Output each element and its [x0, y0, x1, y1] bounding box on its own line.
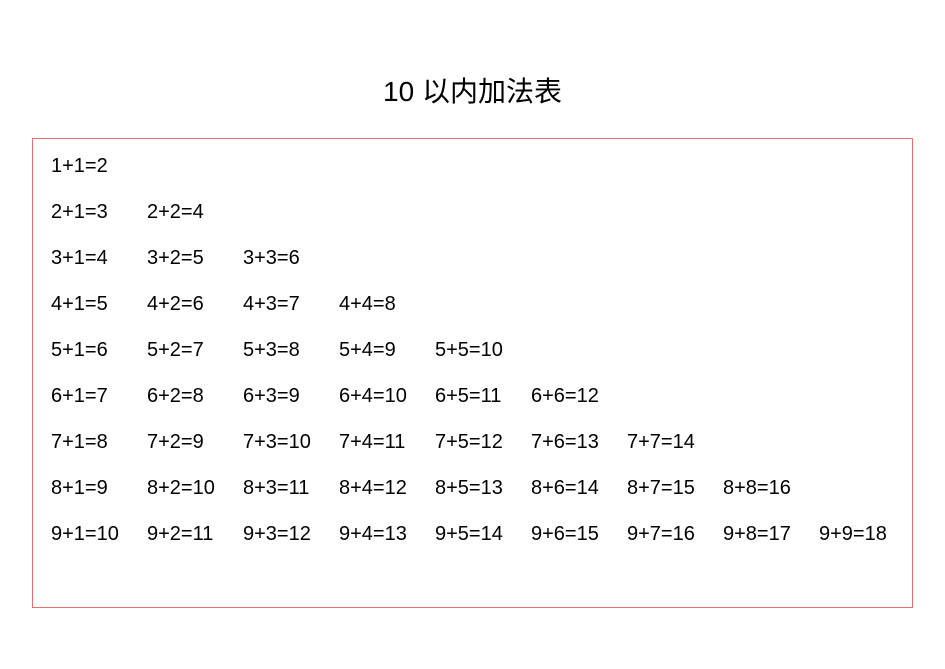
table-cell: 6+6=12 — [531, 385, 627, 407]
table-cell: 6+3=9 — [243, 385, 339, 407]
table-cell: 8+3=11 — [243, 477, 339, 499]
table-cell: 9+2=11 — [147, 523, 243, 545]
table-row: 1+1=2 — [51, 155, 902, 177]
table-cell: 4+2=6 — [147, 293, 243, 315]
table-cell: 9+9=18 — [819, 523, 915, 545]
table-cell: 8+2=10 — [147, 477, 243, 499]
table-cell: 5+5=10 — [435, 339, 531, 361]
table-cell: 3+1=4 — [51, 247, 147, 269]
table-cell: 9+7=16 — [627, 523, 723, 545]
table-cell: 1+1=2 — [51, 155, 147, 177]
table-cell: 9+3=12 — [243, 523, 339, 545]
table-cell: 5+2=7 — [147, 339, 243, 361]
table-cell: 9+1=10 — [51, 523, 147, 545]
table-cell: 7+2=9 — [147, 431, 243, 453]
page-title: 10 以内加法表 — [0, 70, 945, 110]
table-cell: 2+1=3 — [51, 201, 147, 223]
table-row: 9+1=109+2=119+3=129+4=139+5=149+6=159+7=… — [51, 523, 902, 545]
table-row: 6+1=76+2=86+3=96+4=106+5=116+6=12 — [51, 385, 902, 407]
table-cell: 9+6=15 — [531, 523, 627, 545]
table-row: 3+1=43+2=53+3=6 — [51, 247, 902, 269]
table-cell: 9+8=17 — [723, 523, 819, 545]
table-cell: 7+3=10 — [243, 431, 339, 453]
table-cell: 7+5=12 — [435, 431, 531, 453]
table-cell: 8+7=15 — [627, 477, 723, 499]
table-cell: 8+4=12 — [339, 477, 435, 499]
table-cell: 7+6=13 — [531, 431, 627, 453]
table-cell: 6+2=8 — [147, 385, 243, 407]
table-cell: 5+4=9 — [339, 339, 435, 361]
table-row: 5+1=65+2=75+3=85+4=95+5=10 — [51, 339, 902, 361]
table-cell: 9+4=13 — [339, 523, 435, 545]
table-cell: 8+1=9 — [51, 477, 147, 499]
table-cell: 3+3=6 — [243, 247, 339, 269]
table-cell: 7+4=11 — [339, 431, 435, 453]
table-cell: 7+7=14 — [627, 431, 723, 453]
table-cell: 4+3=7 — [243, 293, 339, 315]
table-cell: 4+1=5 — [51, 293, 147, 315]
table-cell: 3+2=5 — [147, 247, 243, 269]
table-cell: 6+4=10 — [339, 385, 435, 407]
table-cell: 5+1=6 — [51, 339, 147, 361]
table-cell: 7+1=8 — [51, 431, 147, 453]
table-cell: 5+3=8 — [243, 339, 339, 361]
table-cell: 8+5=13 — [435, 477, 531, 499]
table-cell: 8+6=14 — [531, 477, 627, 499]
table-cell: 6+1=7 — [51, 385, 147, 407]
table-row: 2+1=32+2=4 — [51, 201, 902, 223]
addition-table: 1+1=2 2+1=32+2=4 3+1=43+2=53+3=6 4+1=54+2=6… — [32, 138, 913, 608]
table-row: 7+1=87+2=97+3=107+4=117+5=127+6=137+7=14 — [51, 431, 902, 453]
table-cell: 4+4=8 — [339, 293, 435, 315]
table-cell: 9+5=14 — [435, 523, 531, 545]
table-cell: 6+5=11 — [435, 385, 531, 407]
table-cell: 8+8=16 — [723, 477, 819, 499]
table-cell: 2+2=4 — [147, 201, 243, 223]
document-page: 10 以内加法表 1+1=2 2+1=32+2=4 3+1=43+2=53+3=6 4… — [0, 0, 945, 669]
table-row: 8+1=98+2=108+3=118+4=128+5=138+6=148+7=1… — [51, 477, 902, 499]
table-row: 4+1=54+2=64+3=74+4=8 — [51, 293, 902, 315]
